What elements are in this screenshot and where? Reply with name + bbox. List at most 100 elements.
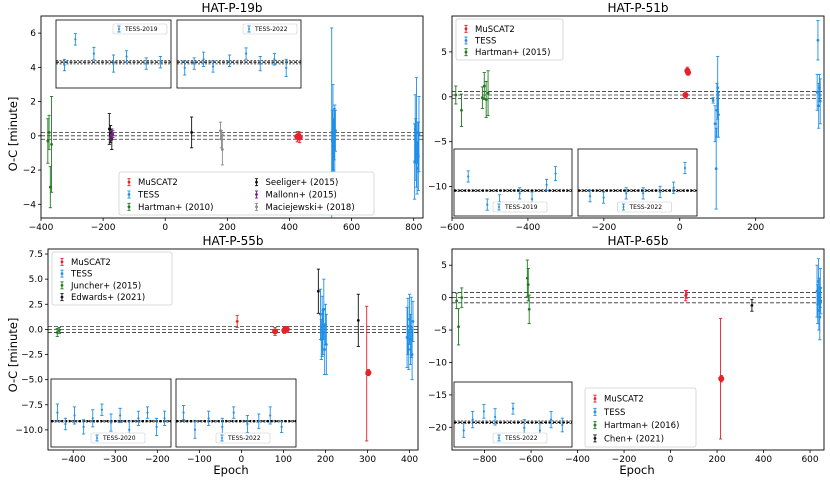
inset-legend: TESS-2019 xyxy=(112,23,168,35)
series-muscat2 xyxy=(684,290,725,440)
y-tick-label: −20 xyxy=(428,423,447,433)
inset-point-marker xyxy=(211,65,215,68)
inset-point xyxy=(144,57,148,70)
inset-legend: TESS-2022 xyxy=(215,432,271,444)
legend-box xyxy=(455,18,564,61)
data-point-marker xyxy=(415,131,418,134)
x-tick-label: −300 xyxy=(103,455,128,465)
inset-point xyxy=(63,417,67,431)
data-point xyxy=(57,326,61,334)
inset-point-marker xyxy=(259,62,262,65)
data-point-marker xyxy=(455,299,459,303)
inset-point-marker xyxy=(518,192,521,195)
inset-point xyxy=(109,413,113,432)
inset-point xyxy=(162,410,167,426)
data-point-marker xyxy=(220,148,224,151)
inset-point xyxy=(181,405,186,421)
inset-point xyxy=(672,181,676,194)
inset-point xyxy=(553,166,558,182)
inset-point xyxy=(145,406,150,419)
plot-area xyxy=(452,258,824,440)
inset-point xyxy=(560,417,564,433)
y-axis-label-bottom: O-C [minute] xyxy=(6,318,20,393)
inset-point xyxy=(111,54,116,73)
y-tick-label: 5 xyxy=(441,261,447,271)
inset-point xyxy=(62,58,67,72)
data-point xyxy=(49,96,54,193)
data-point xyxy=(486,70,490,117)
data-point xyxy=(456,308,461,346)
x-tick-label: 100 xyxy=(275,455,292,465)
data-point xyxy=(718,374,725,383)
panel-title: HAT-P-19b xyxy=(201,1,262,15)
inset-tess-2022: TESS-2022 xyxy=(176,19,302,89)
x-tick-label: 400 xyxy=(281,223,298,233)
legend-marker xyxy=(464,24,468,33)
inset-legend-label: TESS-2022 xyxy=(254,26,288,33)
y-tick-label: 0 xyxy=(441,93,447,103)
data-point xyxy=(682,91,689,99)
y-tick-label: −7.5 xyxy=(21,401,43,411)
data-point-marker xyxy=(283,326,290,333)
data-point-marker xyxy=(711,98,715,102)
y-tick-label: −10 xyxy=(428,183,447,193)
legend: MuSCAT2 TESS Hartman+ (2016) Chen+ (2021) xyxy=(584,387,697,448)
inset-point xyxy=(272,53,276,66)
x-tick-label: −200 xyxy=(91,223,116,233)
x-axis-label-left: Epoch xyxy=(213,463,248,477)
legend-marker-marker xyxy=(255,180,258,184)
legend-box xyxy=(584,387,697,448)
inset-point-marker xyxy=(64,422,67,426)
data-point-marker xyxy=(406,324,410,328)
x-tick-label: 800 xyxy=(405,223,422,233)
data-point-marker xyxy=(107,127,111,131)
panel-title: HAT-P-55b xyxy=(202,234,263,248)
legend-marker-marker xyxy=(60,260,64,264)
inset-point xyxy=(602,191,606,204)
legend-marker xyxy=(593,407,597,416)
y-tick-label: −4 xyxy=(23,200,37,210)
plot-area xyxy=(452,20,824,210)
data-point xyxy=(411,300,415,342)
data-point xyxy=(55,327,59,337)
data-point-marker xyxy=(417,132,421,136)
inset-point xyxy=(624,187,628,200)
legend-marker xyxy=(60,281,64,290)
data-point-marker xyxy=(334,129,337,133)
inset-point xyxy=(268,406,272,425)
data-point xyxy=(111,130,115,138)
y-tick-label: −15 xyxy=(428,391,447,401)
inset-point-marker xyxy=(549,418,553,421)
data-point-marker xyxy=(817,104,821,108)
legend-label: TESS xyxy=(137,191,159,201)
series-tess xyxy=(318,278,415,381)
data-point-marker xyxy=(47,131,51,134)
series-mallonn xyxy=(109,130,115,140)
inset-point xyxy=(482,404,486,419)
inset-point xyxy=(518,187,522,200)
inset-legend-marker-marker xyxy=(498,437,500,439)
inset-legend: TESS-2022 xyxy=(617,201,672,213)
data-point-marker xyxy=(410,353,414,356)
inset-point xyxy=(466,170,470,183)
inset-point-marker xyxy=(112,62,115,65)
inset-legend-marker xyxy=(220,434,224,442)
inset-point xyxy=(55,403,60,422)
inset-point-marker xyxy=(193,428,197,431)
data-point-marker xyxy=(296,134,303,141)
series-hartman xyxy=(454,70,490,127)
y-tick-label: −5.0 xyxy=(21,376,43,386)
x-tick-label: 400 xyxy=(401,455,418,465)
data-point xyxy=(459,93,464,127)
series-muscat2 xyxy=(682,66,692,99)
inset-legend-box xyxy=(215,432,271,444)
data-point xyxy=(816,20,820,61)
legend-marker-marker xyxy=(593,410,597,414)
inset-point xyxy=(193,420,197,439)
x-tick-label: 300 xyxy=(359,455,376,465)
x-tick-label: 0 xyxy=(677,223,683,233)
y-tick-label: 0 xyxy=(30,132,36,142)
inset-point-marker xyxy=(221,425,224,428)
